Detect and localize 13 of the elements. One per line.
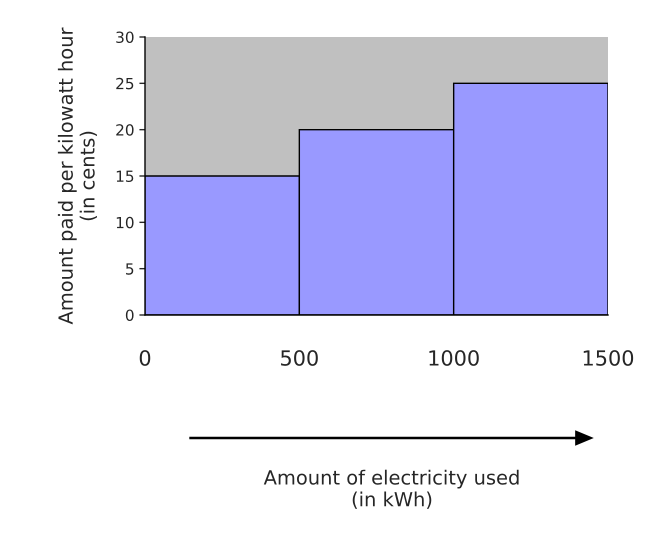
x-tick-label: 0 [140,350,150,366]
y-tick-label: 25 [116,78,134,90]
text: Amount of electricity used (in kWh) [264,470,519,509]
x-tick-label: 500 [281,350,318,366]
y-tick-label: 15 [116,170,134,182]
x-tick-label: 1500 [584,350,634,366]
y-tick-label: 10 [116,216,134,228]
y-tick-label: 20 [116,124,134,136]
y-tick-label: 30 [116,31,134,44]
y-axis-title: Amount paid per kilowatt hour (in cents) [58,27,97,324]
y-tick-label: 5 [126,263,134,275]
y-tick-label: 0 [126,309,134,322]
x-tick-label: 1000 [429,350,479,366]
